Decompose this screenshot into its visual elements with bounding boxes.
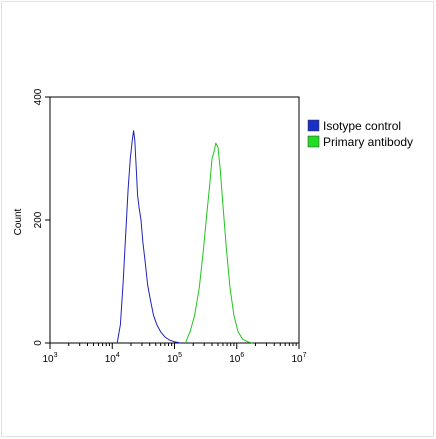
series-line-isotype-control — [116, 130, 181, 344]
x-tick-label: 104 — [105, 352, 120, 365]
legend-label-primary-antibody: Primary antibody — [323, 135, 413, 149]
y-tick-label: 200 — [33, 211, 44, 228]
legend-swatch-primary-antibody — [307, 135, 320, 148]
x-tick-label: 105 — [167, 352, 182, 365]
x-axis: 103 104 105 106 107 — [42, 343, 307, 365]
x-tick-label: 103 — [42, 352, 57, 365]
x-tick-label: 107 — [291, 352, 306, 365]
y-axis-label: Count — [13, 208, 24, 235]
plot-area — [49, 96, 300, 344]
y-tick-label: 0 — [33, 340, 44, 346]
y-tick-label: 400 — [33, 88, 44, 105]
legend: Isotype control Primary antibody — [307, 119, 413, 149]
legend-swatch-isotype-control — [307, 119, 320, 132]
series-line-primary-antibody — [185, 142, 253, 344]
y-axis: 0 200 400 — [33, 88, 50, 346]
series-layer — [116, 130, 253, 344]
legend-label-isotype-control: Isotype control — [323, 119, 401, 133]
x-tick-label: 106 — [229, 352, 244, 365]
